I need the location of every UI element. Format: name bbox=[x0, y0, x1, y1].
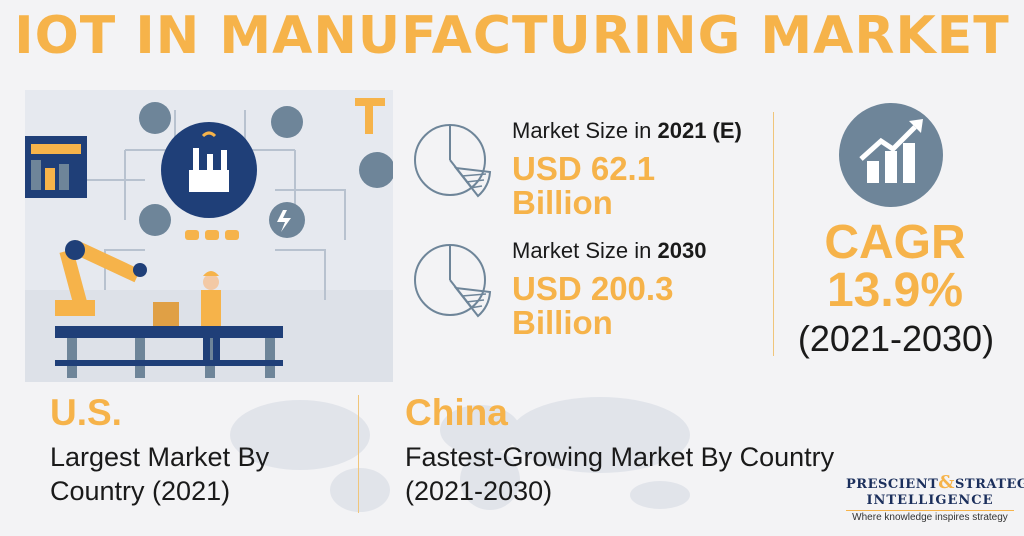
page-title: IOT IN MANUFACTURING MARKET bbox=[14, 6, 1010, 66]
market-2021-label: Market Size in 2021 (E) bbox=[512, 118, 742, 143]
market-2021-value: USD 62.1 bbox=[512, 150, 656, 187]
robot-arm-icon bbox=[55, 240, 147, 316]
pie-chart-icon bbox=[414, 244, 492, 318]
market-2030-unit: Billion bbox=[512, 304, 613, 341]
market-2030-value: USD 200.3 bbox=[512, 270, 674, 307]
fastest-desc-line2: (2021-2030) bbox=[405, 476, 553, 506]
fastest-desc-line1: Fastest-Growing Market By Country bbox=[405, 442, 835, 472]
cagr-label: CAGR bbox=[824, 216, 966, 269]
divider bbox=[773, 112, 774, 356]
divider bbox=[358, 395, 359, 513]
cagr-years: (2021-2030) bbox=[797, 318, 995, 359]
market-2030-label: Market Size in 2030 bbox=[512, 238, 707, 263]
company-logo: PRESCIENT&STRATEGIC INTELLIGENCE Where k… bbox=[846, 472, 1024, 523]
cagr-value: 13.9% bbox=[826, 264, 964, 317]
largest-desc-line2: Country (2021) bbox=[50, 476, 231, 506]
largest-country: U.S. bbox=[50, 392, 122, 433]
world-map-background bbox=[230, 397, 690, 512]
worker-icon bbox=[201, 271, 221, 366]
fastest-country: China bbox=[405, 392, 508, 433]
market-2021-unit: Billion bbox=[512, 184, 613, 221]
growth-chart-icon bbox=[839, 103, 943, 207]
factory-icon bbox=[161, 122, 257, 218]
largest-desc-line1: Largest Market By bbox=[50, 442, 270, 472]
pie-chart-icon bbox=[414, 124, 492, 198]
factory-illustration bbox=[25, 90, 393, 382]
